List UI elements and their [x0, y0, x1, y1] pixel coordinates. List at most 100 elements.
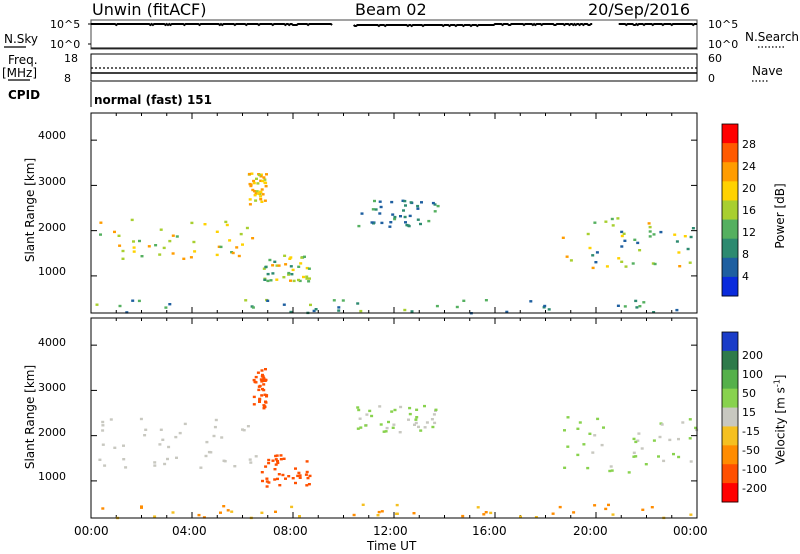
power-cell-f1	[255, 177, 258, 180]
power-cell-f0	[159, 228, 163, 231]
vel-cb-tick-m50: -50	[742, 444, 760, 457]
power-cell-f4	[651, 262, 655, 265]
power-cell-f2	[275, 278, 279, 281]
power-cb-tick-12: 12	[742, 226, 756, 239]
power-cb-swatch-0	[722, 124, 738, 144]
velocity-cell-f1	[264, 400, 267, 403]
velocity-cell-f2	[305, 460, 309, 463]
power-cell-f3	[431, 201, 435, 205]
velocity-cell-f4	[588, 432, 592, 435]
power-cell-f3	[416, 204, 420, 208]
power-cell-f3	[404, 204, 407, 207]
power-cell-f1	[261, 179, 265, 183]
power-cell-f5	[341, 299, 345, 302]
power-cell-f3	[378, 200, 382, 203]
power-cell-f4	[673, 233, 677, 236]
power-cell-f0	[147, 245, 151, 248]
velocity-cell-f2	[276, 461, 280, 465]
velocity-cell-f5	[607, 503, 610, 507]
power-cell-f0	[224, 220, 228, 224]
velocity-cell-f2	[273, 478, 277, 481]
velocity-cell-f3	[385, 426, 389, 430]
nsky-trace-0	[91, 22, 333, 27]
velocity-cell-f2	[279, 454, 283, 457]
velocity-cell-f1	[252, 378, 256, 382]
power-cell-f3	[416, 207, 420, 210]
velocity-cell-f5	[611, 513, 615, 516]
velocity-cell-f3	[356, 406, 360, 409]
velocity-cell-f0	[174, 435, 178, 439]
velocity-cell-f0	[122, 444, 125, 447]
velocity-cell-f0	[144, 428, 148, 431]
power-cell-f4	[595, 251, 599, 254]
velocity-cell-f0	[101, 443, 105, 446]
power-cell-f0	[225, 223, 229, 227]
power-cell-f0	[113, 230, 116, 234]
velocity-cell-f0	[178, 431, 182, 435]
power-cell-f2	[263, 278, 267, 281]
power-cell-f4	[636, 241, 640, 245]
power-cell-f0	[130, 218, 134, 222]
velocity-cell-f2	[267, 458, 271, 462]
velocity-cell-f3	[413, 423, 416, 426]
velocity-cell-f1	[263, 393, 267, 396]
velocity-cell-f0	[223, 460, 227, 463]
power-cell-f5	[403, 308, 407, 312]
velocity-cell-f2	[306, 476, 310, 480]
power-cell-f5	[168, 303, 172, 306]
velocity-cell-f5	[352, 513, 356, 517]
velocity-cell-f3	[419, 429, 423, 432]
velocity-cb-swatch-0	[722, 332, 738, 352]
velocity-cell-f3	[368, 409, 372, 413]
power-cell-f3	[403, 215, 407, 219]
power-cell-f2	[297, 265, 301, 268]
power-cell-f3	[401, 199, 405, 202]
velocity-cell-f4	[634, 440, 638, 444]
xtick-0: 00:00	[74, 524, 109, 538]
velocity-cell-f4	[637, 432, 641, 435]
velocity-cell-f2	[294, 481, 297, 485]
power-cell-f1	[253, 190, 256, 193]
power-cell-f5	[410, 310, 414, 313]
velocity-cell-f3	[415, 408, 419, 411]
velocity-cell-f0	[158, 443, 162, 446]
velocity-cell-f4	[566, 416, 570, 419]
power-cell-f0	[192, 240, 196, 244]
vel-cb-tick-15: 15	[742, 406, 756, 419]
power-cell-f3	[420, 201, 423, 204]
velocity-cell-f5	[551, 512, 555, 515]
power-cell-f0	[99, 233, 102, 236]
power-cell-f4	[620, 260, 624, 263]
velocity-cell-f0	[183, 422, 187, 426]
power-cell-f5	[289, 310, 293, 314]
power-cell-f5	[505, 310, 509, 314]
velocity-cell-f4	[563, 429, 566, 432]
power-cell-f3	[433, 203, 437, 206]
velocity-cell-f0	[166, 457, 169, 461]
power-cell-f3	[433, 210, 437, 213]
power-cell-f2	[273, 260, 277, 263]
power-cell-f1	[259, 179, 263, 182]
velocity-cb-swatch-1	[722, 350, 738, 371]
velocity-cell-f5	[641, 508, 645, 511]
velocity-cell-f1	[252, 403, 256, 406]
velocity-cell-f5	[534, 516, 538, 519]
velocity-cb-frame	[721, 331, 739, 503]
velocity-cell-f0	[139, 417, 143, 421]
power-cell-f3	[388, 225, 392, 228]
power-cell-f2	[283, 254, 287, 257]
velocity-cell-f3	[391, 426, 395, 429]
velocity-cell-f2	[274, 458, 278, 461]
power-cell-f4	[569, 259, 573, 262]
velocity-cell-f4	[660, 423, 664, 426]
velocity-cell-f4	[632, 437, 636, 441]
velocity-cell-f5	[395, 512, 399, 515]
xtick-1: 04:00	[172, 524, 207, 538]
velocity-cell-f2	[305, 484, 309, 487]
velocity-cell-f4	[609, 465, 613, 468]
velocity-cell-f4	[576, 453, 580, 457]
velocity-cell-f0	[159, 428, 163, 431]
velocity-cb-swatch-6	[722, 445, 738, 465]
power-cb-tick-4: 4	[742, 270, 749, 283]
